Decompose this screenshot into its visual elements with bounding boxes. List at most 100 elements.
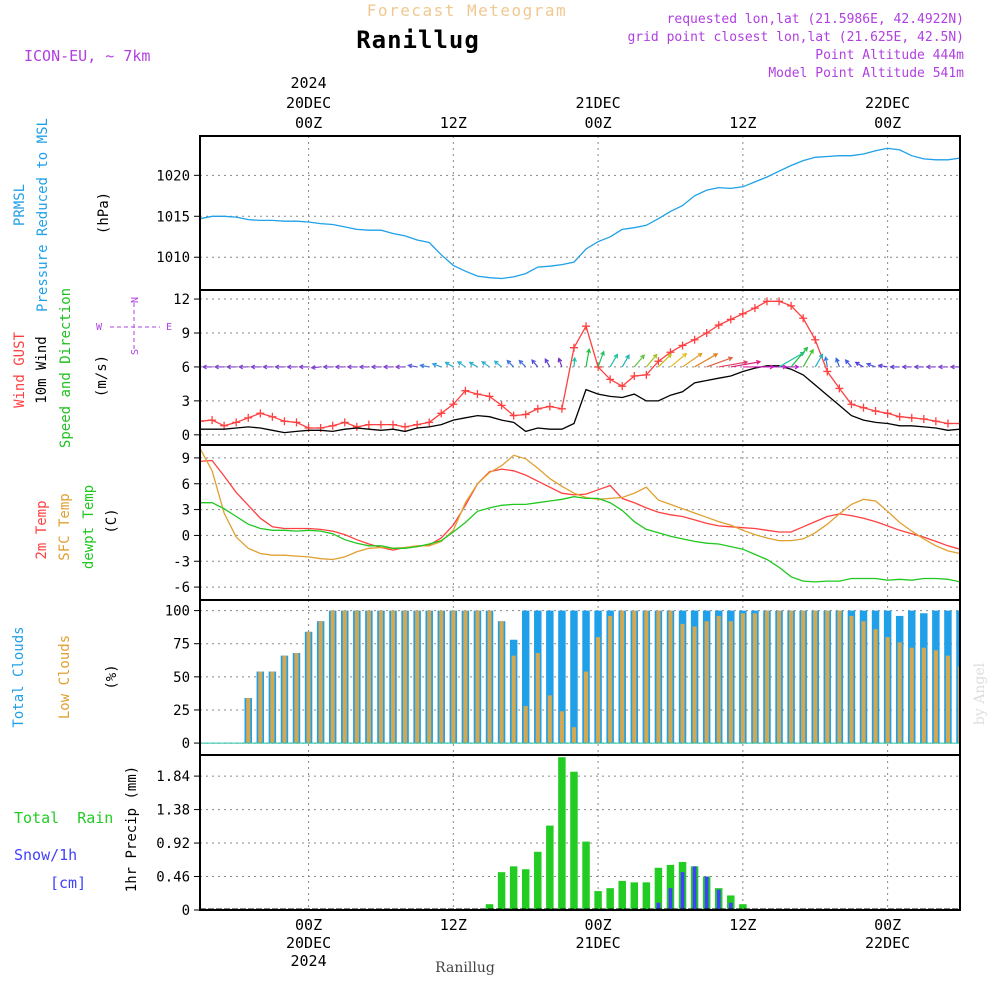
- y-tick-label: 9: [182, 326, 190, 342]
- wind-direction-arrow: [645, 353, 658, 368]
- clouds-axis-labels: Total Clouds Low Clouds (%): [11, 626, 120, 727]
- bar-low-clouds: [632, 610, 637, 744]
- y-tick-label: 0.46: [156, 870, 190, 886]
- gust-point: [943, 419, 952, 428]
- bar-total-rain: [618, 880, 626, 910]
- gust-point: [799, 314, 808, 323]
- bar-snow-1h: [704, 876, 709, 910]
- gust-point: [256, 409, 265, 418]
- snow-label: Snow/1h: [14, 846, 77, 864]
- bar-snow-1h: [668, 888, 673, 910]
- bar-total-clouds: [558, 610, 566, 744]
- info-line-1: requested lon,lat (21.5986E, 42.4922N): [667, 12, 964, 27]
- gust-point: [787, 301, 796, 310]
- gust-point: [750, 304, 759, 313]
- wind-direction-arrow: [310, 365, 321, 370]
- compass-e: E: [166, 322, 172, 333]
- wind-direction-arrow: [790, 346, 809, 368]
- wind-direction-arrow: [334, 364, 345, 370]
- series-line-dewpt-temp: [200, 496, 960, 583]
- wind-direction-arrow: [963, 365, 972, 369]
- gust-point: [702, 328, 711, 337]
- bar-low-clouds: [415, 610, 420, 744]
- wind-direction-arrow: [346, 364, 357, 370]
- bar-low-clouds: [390, 610, 396, 744]
- wind-direction-arrow: [506, 359, 515, 368]
- bar-low-clouds: [294, 652, 299, 744]
- panel-frame-clouds: [199, 599, 961, 756]
- wind-direction-arrow: [493, 360, 502, 368]
- gust-point: [280, 417, 289, 426]
- wind-direction-arrow: [213, 364, 225, 370]
- y-tick-label: 1.84: [156, 769, 190, 785]
- bar-low-clouds: [559, 711, 564, 744]
- bar-low-clouds: [680, 623, 685, 744]
- wind-direction-arrow: [814, 353, 824, 368]
- wind-direction-arrow: [419, 363, 430, 369]
- pressure-axis-labels: PRMSL Pressure Reduced to MSL (hPa): [12, 118, 112, 312]
- bottom-time-label: 22DEC: [865, 934, 910, 952]
- wind-label-4: (m/s): [94, 355, 110, 397]
- bar-low-clouds: [644, 610, 649, 744]
- bar-total-rain: [485, 904, 494, 910]
- wind-direction-arrow: [987, 365, 996, 369]
- bar-low-clouds: [596, 637, 601, 744]
- wind-label-3: Speed and Direction: [58, 288, 74, 448]
- gust-point: [738, 309, 747, 318]
- wind-direction-arrow: [201, 364, 213, 370]
- gust-point: [569, 343, 578, 352]
- wind-direction-arrow: [844, 359, 852, 368]
- series-line-prmsl: [200, 147, 960, 280]
- gust-point: [497, 401, 506, 410]
- y-tick-label: 1020: [156, 168, 190, 184]
- pressure-label-3: (hPa): [96, 192, 112, 234]
- supertitle: Forecast Meteogram: [367, 1, 567, 20]
- bar-low-clouds: [366, 610, 371, 744]
- gust-point: [871, 407, 880, 416]
- bar-low-clouds: [282, 655, 287, 744]
- bar-total-rain: [654, 867, 663, 910]
- wind-direction-arrow: [456, 361, 466, 368]
- bar-snow-1h: [656, 902, 661, 910]
- gust-point: [401, 422, 410, 431]
- pressure-label-2: Pressure Reduced to MSL: [35, 118, 51, 312]
- gust-point: [618, 382, 627, 391]
- bar-low-clouds: [403, 610, 408, 744]
- bottom-time-label: 2024: [291, 952, 327, 970]
- bar-low-clouds: [728, 621, 733, 744]
- clouds-label-1: Total Clouds: [11, 626, 27, 727]
- wind-direction-arrow: [531, 359, 539, 368]
- bar-total-rain: [739, 904, 747, 910]
- compass-n: N: [130, 297, 141, 303]
- rain-label: Total Rain: [14, 809, 113, 827]
- bar-low-clouds: [752, 613, 757, 744]
- gust-point: [220, 421, 229, 430]
- gust-point: [437, 409, 446, 418]
- info-line-4: Model Point Altitude 541m: [768, 66, 964, 81]
- gust-point: [919, 414, 928, 423]
- bottom-time-label: 00Z: [874, 916, 901, 934]
- wind-direction-arrow: [694, 353, 719, 368]
- wind-direction-arrow: [730, 359, 762, 368]
- series-line-wind-gust: [200, 300, 960, 429]
- bar-total-rain: [497, 872, 506, 910]
- wind-direction-arrow: [444, 361, 454, 368]
- bar-low-clouds: [885, 637, 890, 744]
- bar-total-rain: [594, 891, 602, 910]
- wind-direction-arrow: [889, 364, 900, 370]
- y-tick-label: 25: [173, 703, 190, 719]
- bar-low-clouds: [716, 615, 721, 744]
- bar-low-clouds: [439, 610, 444, 744]
- y-tick-label: 50: [173, 670, 190, 686]
- bar-low-clouds: [487, 610, 492, 744]
- wind-direction-arrow: [975, 365, 984, 369]
- wind-direction-arrow: [949, 364, 960, 370]
- gust-point: [413, 420, 422, 429]
- wind-direction-arrow: [431, 362, 442, 368]
- bar-low-clouds: [427, 610, 432, 744]
- location-title: Ranillug: [356, 26, 480, 54]
- panel-frame-temperature: [199, 444, 961, 601]
- top-time-label: 12Z: [729, 114, 756, 132]
- footer-location: Ranillug: [435, 960, 495, 976]
- gust-point: [714, 321, 723, 330]
